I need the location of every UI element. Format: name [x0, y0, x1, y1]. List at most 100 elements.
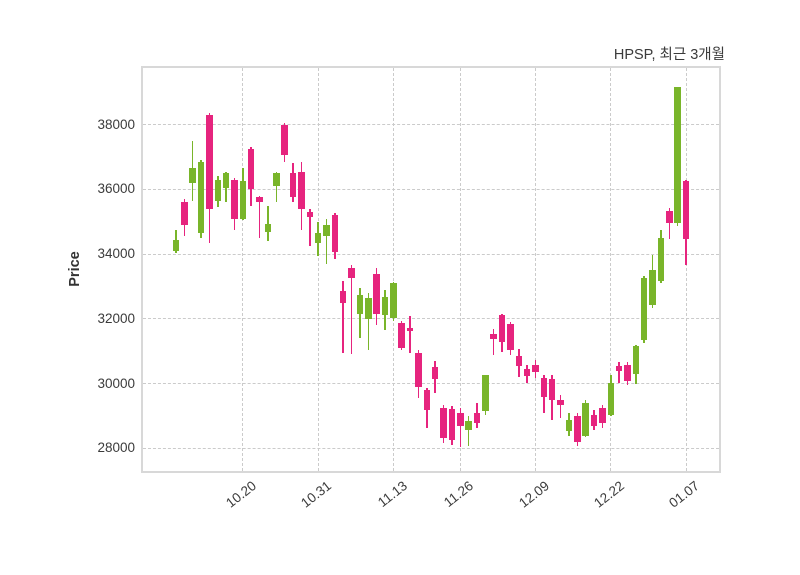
candle-body-up	[582, 403, 589, 437]
candle-body-down	[339, 291, 347, 303]
candle-wick-down	[559, 394, 562, 418]
candle-body-down	[348, 268, 355, 279]
y-gridline	[143, 188, 719, 190]
y-gridline	[143, 447, 719, 449]
x-tick-label: 12.22	[591, 478, 628, 511]
candle-body-up	[264, 223, 272, 233]
candle-wick-down	[668, 208, 671, 239]
candle-body-down	[231, 179, 238, 219]
candle-wick-down	[309, 208, 311, 247]
candle-body-up	[649, 269, 656, 305]
candle-wick-up	[467, 416, 470, 447]
candle-body-down	[406, 327, 414, 332]
candle-body-down	[423, 389, 431, 410]
candle-body-down	[666, 211, 673, 224]
candle-body-down	[682, 181, 690, 239]
candle-wick-down	[342, 280, 344, 353]
y-gridline	[143, 124, 719, 126]
x-tick-label: 11.26	[441, 478, 477, 511]
x-tick-label: 12.09	[515, 478, 552, 511]
plot-border	[141, 66, 721, 473]
candle-body-down	[532, 365, 539, 373]
candle-body-down	[523, 368, 531, 376]
x-tick-label: 10.31	[298, 478, 335, 511]
candle-wick-up	[275, 171, 278, 203]
candle-body-up	[314, 233, 322, 243]
candle-body-down	[448, 409, 456, 440]
candle-body-up	[197, 161, 205, 234]
candle-body-down	[624, 364, 631, 382]
candle-body-down	[298, 171, 305, 209]
y-gridline	[143, 383, 719, 385]
candle-body-down	[256, 197, 263, 203]
candle-body-down	[507, 323, 514, 351]
candle-body-down	[206, 114, 213, 209]
candle-body-up	[381, 296, 389, 315]
candle-body-up	[356, 294, 364, 314]
y-tick-label: 34000	[97, 246, 135, 262]
candle-body-down	[398, 323, 405, 348]
candle-wick-up	[367, 292, 370, 350]
candle-wick-down	[618, 361, 620, 383]
candle-body-down	[557, 399, 564, 405]
candle-wick-down	[492, 328, 495, 356]
candle-body-down	[331, 215, 339, 253]
x-tick-label: 10.20	[223, 478, 260, 511]
candle-body-down	[590, 414, 598, 427]
x-gridline	[317, 68, 319, 471]
candle-body-up	[674, 87, 681, 224]
candle-body-up	[365, 297, 372, 319]
candle-body-up	[607, 382, 614, 415]
y-tick-label: 32000	[97, 310, 135, 326]
candle-wick-up	[267, 205, 269, 242]
candle-body-up	[390, 283, 397, 319]
x-gridline	[535, 68, 536, 471]
y-tick-label: 38000	[97, 116, 135, 132]
candle-body-down	[289, 173, 297, 198]
candle-wick-up	[325, 218, 328, 264]
chart-title: HPSP, 최근 3개월	[613, 47, 725, 63]
candle-body-down	[540, 378, 548, 397]
y-tick-label: 28000	[97, 440, 135, 456]
candle-body-up	[565, 419, 573, 432]
candle-wick-down	[459, 407, 461, 447]
candle-body-down	[548, 379, 556, 400]
y-axis-label: Price	[67, 251, 83, 287]
candle-body-down	[515, 356, 523, 367]
candle-body-down	[247, 148, 255, 190]
y-gridline	[143, 318, 719, 320]
candle-body-down	[473, 413, 481, 424]
candle-body-down	[281, 124, 288, 156]
candle-body-up	[640, 278, 648, 340]
x-gridline	[610, 68, 612, 471]
candle-body-down	[457, 412, 464, 426]
candle-body-down	[373, 273, 380, 314]
x-tick-label: 11.13	[374, 478, 410, 511]
candle-body-down	[498, 315, 506, 342]
candle-body-down	[490, 333, 497, 339]
candle-body-up	[189, 168, 196, 183]
candle-body-up	[465, 421, 472, 430]
candle-body-up	[239, 181, 247, 219]
candle-body-up	[632, 346, 640, 374]
x-gridline	[392, 68, 394, 471]
x-gridline	[685, 68, 687, 471]
candle-body-down	[306, 212, 314, 217]
candle-body-down	[615, 366, 623, 372]
candle-body-up	[657, 237, 665, 282]
candle-body-down	[431, 367, 439, 379]
x-tick-label: 01.07	[666, 478, 703, 511]
candle-body-up	[323, 224, 330, 237]
candle-body-up	[214, 179, 222, 201]
x-gridline	[459, 68, 461, 471]
candle-body-down	[181, 202, 188, 225]
y-tick-label: 30000	[97, 375, 135, 391]
candle-wick-down	[350, 264, 353, 355]
candle-body-down	[415, 353, 422, 387]
candle-body-up	[172, 239, 180, 251]
x-gridline	[242, 68, 244, 471]
candle-body-down	[440, 407, 447, 438]
candle-body-down	[599, 407, 606, 424]
candle-wick-down	[258, 195, 261, 238]
